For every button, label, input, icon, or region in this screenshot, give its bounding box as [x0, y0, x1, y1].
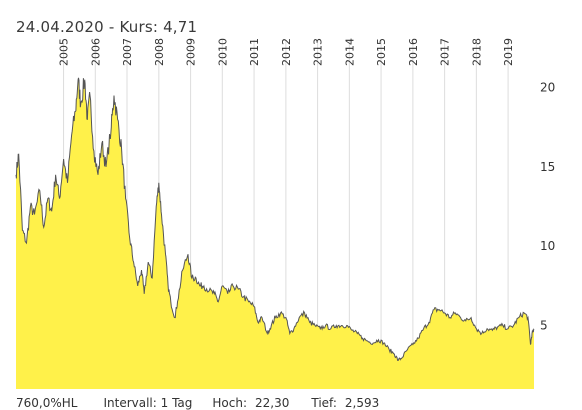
chart-header: 24.04.2020 - Kurs: 4,71 — [16, 18, 197, 36]
kurs-value: 4,71 — [163, 18, 198, 36]
price-area — [16, 77, 534, 390]
year-tick-label: 2016 — [407, 38, 420, 66]
y-tick-label: 5 — [540, 319, 548, 333]
quote-date: 24.04.2020 — [16, 18, 104, 36]
year-tick-label: 2008 — [153, 38, 166, 66]
year-tick-label: 2005 — [58, 38, 71, 66]
y-tick-label: 20 — [540, 81, 555, 95]
year-tick-label: 2015 — [375, 38, 388, 66]
hoch-label: Hoch: — [212, 396, 248, 410]
year-tick-label: 2006 — [89, 38, 102, 66]
year-tick-label: 2018 — [470, 38, 483, 66]
year-tick-label: 2010 — [216, 38, 229, 66]
tief-value: 2,593 — [344, 396, 380, 410]
year-tick-label: 2013 — [312, 38, 325, 66]
year-tick-label: 2009 — [185, 38, 198, 66]
interval-label: Intervall: 1 Tag — [103, 396, 193, 410]
hoch-value: 22,30 — [255, 396, 290, 410]
scale-label: 760,0%HL — [16, 396, 78, 410]
year-tick-label: 2011 — [248, 38, 261, 66]
y-axis-ticks: 5 10 15 20 — [540, 81, 555, 333]
year-tick-label: 2014 — [343, 38, 356, 66]
x-axis-years: 2005 2006 2007 2008 2009 2010 2011 2012 2013 2014… — [58, 38, 516, 66]
tief-label: Tief: — [311, 396, 337, 410]
y-tick-label: 15 — [540, 160, 555, 174]
header-separator: - — [108, 18, 115, 36]
price-line — [15, 77, 535, 361]
chart-footer: 760,0%HL Intervall: 1 Tag Hoch: 22,30 Tief: 2… — [16, 396, 379, 410]
kurs-label: Kurs: — [119, 18, 159, 36]
year-tick-label: 2019 — [502, 38, 515, 66]
year-tick-label: 2007 — [121, 38, 134, 66]
year-tick-label: 2017 — [439, 38, 452, 66]
year-tick-label: 2012 — [280, 38, 293, 66]
y-tick-label: 10 — [540, 239, 555, 253]
